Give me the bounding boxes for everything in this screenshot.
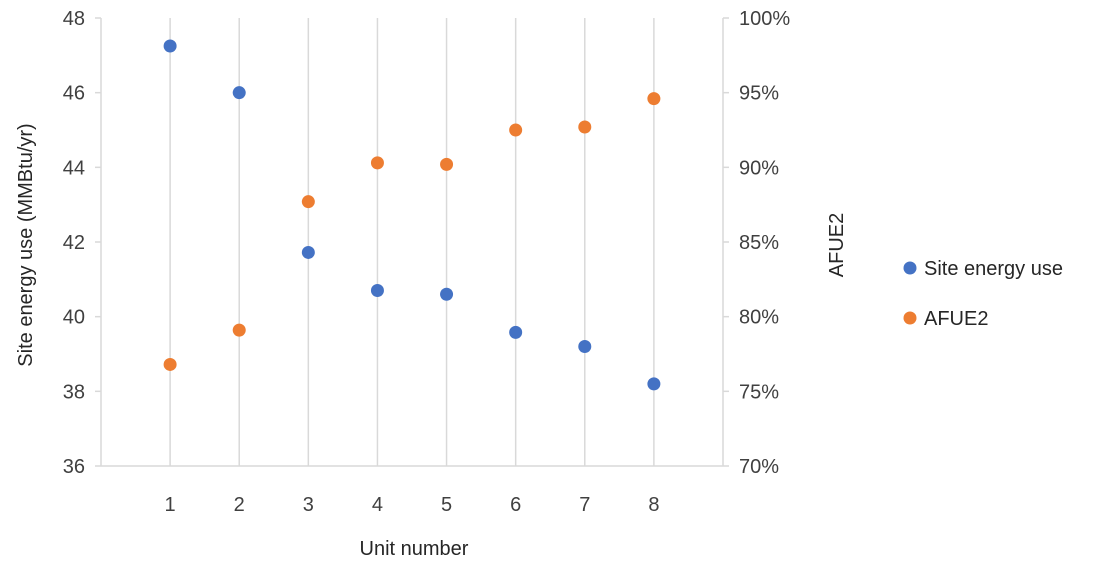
- left-y-tick-label: 40: [63, 307, 85, 329]
- right-y-axis-title: AFUE2: [826, 213, 848, 277]
- right-y-tick-label: 75%: [739, 381, 779, 403]
- x-tick-label: 7: [579, 494, 590, 516]
- site-energy-use-point: [370, 284, 384, 298]
- right-y-tick-labels: 70% 75% 80% 85% 90% 95% 100%: [739, 8, 790, 478]
- right-y-tick-label: 85%: [739, 232, 779, 254]
- x-tick-label: 1: [165, 494, 176, 516]
- right-y-tick-label: 95%: [739, 83, 779, 105]
- afue2-point: [163, 357, 177, 371]
- x-tick-label: 5: [441, 494, 452, 516]
- left-y-tick-label: 44: [63, 157, 85, 179]
- left-y-tick-label: 46: [63, 83, 85, 105]
- right-y-tick-label: 70%: [739, 456, 779, 478]
- left-y-tick-labels: 36 38 40 42 44 46 48: [63, 8, 85, 478]
- left-y-tick-label: 36: [63, 456, 85, 478]
- site-energy-use-point: [440, 287, 454, 301]
- x-tick-label: 3: [303, 494, 314, 516]
- afue2-point: [647, 92, 661, 106]
- afue2-point: [509, 123, 523, 137]
- site-energy-use-point: [509, 325, 523, 339]
- gridlines: [169, 18, 655, 466]
- x-tick-label: 8: [648, 494, 659, 516]
- legend-label-site-energy-use: Site energy use: [924, 258, 1063, 280]
- left-y-tick-label: 42: [63, 232, 85, 254]
- site-energy-use-point: [647, 377, 661, 391]
- left-y-tick-label: 48: [63, 8, 85, 30]
- afue2-point: [578, 120, 592, 134]
- site-energy-use-point: [232, 86, 246, 100]
- x-axis-title: Unit number: [360, 538, 469, 560]
- data-points: [163, 39, 661, 391]
- x-tick-label: 6: [510, 494, 521, 516]
- afue2-point: [370, 156, 384, 170]
- x-tick-label: 4: [372, 494, 383, 516]
- legend-marker-site-energy-use: [903, 261, 917, 275]
- afue2-point: [301, 195, 315, 209]
- x-tick-labels: 1 2 3 4 5 6 7 8: [165, 494, 660, 516]
- site-energy-use-point: [301, 245, 315, 259]
- right-y-tick-label: 90%: [739, 157, 779, 179]
- left-y-axis-title: Site energy use (MMBtu/yr): [15, 123, 37, 366]
- site-energy-use-point: [578, 340, 592, 354]
- afue2-point: [440, 157, 454, 171]
- legend-label-afue2: AFUE2: [924, 308, 988, 330]
- legend-marker-afue2: [903, 311, 917, 325]
- right-y-tick-label: 100%: [739, 8, 790, 30]
- left-y-tick-label: 38: [63, 381, 85, 403]
- site-energy-use-point: [163, 39, 177, 53]
- axes: [95, 17, 729, 467]
- right-y-tick-label: 80%: [739, 307, 779, 329]
- afue2-point: [232, 323, 246, 337]
- x-tick-label: 2: [234, 494, 245, 516]
- legend: Site energy use AFUE2: [903, 258, 1063, 330]
